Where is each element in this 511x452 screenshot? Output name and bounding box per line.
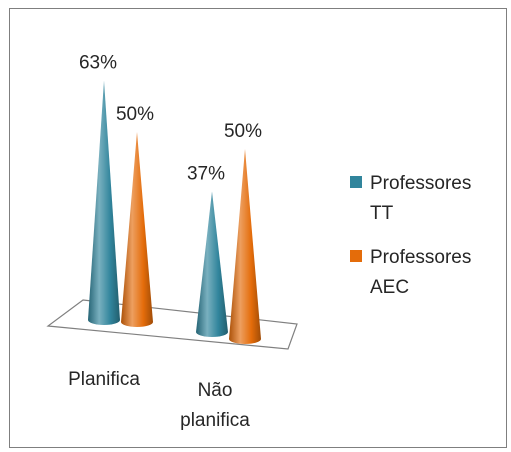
legend-label: Professores: [370, 247, 471, 268]
legend-label: TT: [370, 203, 394, 224]
chart-frame: [9, 8, 507, 448]
data-label: 50%: [116, 104, 154, 125]
category-label: Planifica: [68, 369, 140, 390]
legend-label: AEC: [370, 277, 409, 298]
category-label: planifica: [180, 410, 250, 431]
legend-label: Professores: [370, 173, 471, 194]
data-label: 37%: [187, 163, 225, 184]
cone-planifica-series-2: [121, 132, 153, 327]
legend-swatch: [350, 250, 362, 262]
cone-n-o-planifica-series-1: [196, 191, 228, 337]
category-label: Não: [198, 380, 233, 401]
data-label: 50%: [224, 121, 262, 142]
cone-n-o-planifica-series-2: [229, 149, 261, 344]
cone-planifica-series-1: [88, 80, 120, 325]
legend-swatch: [350, 176, 362, 188]
data-label: 63%: [79, 53, 117, 74]
